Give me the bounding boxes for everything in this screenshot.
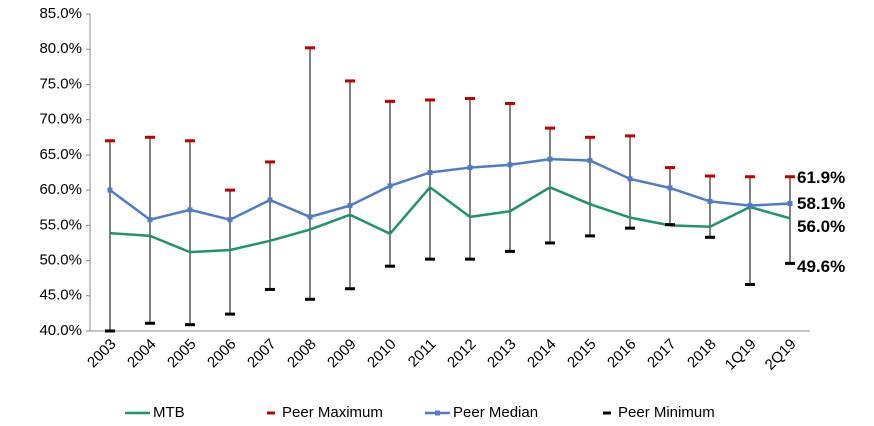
point [307,214,313,220]
point [787,200,793,206]
x-tick-label: 2016 [604,336,640,372]
point [627,176,633,182]
x-tick-label: 2005 [164,336,200,372]
x-tick-label: 2013 [484,336,520,372]
legend-label: Peer Median [453,404,538,421]
x-tick-label: 2Q19 [762,336,800,374]
point [587,158,593,164]
point [387,183,393,189]
series-line [109,185,791,254]
value-label: 61.9% [797,168,845,187]
y-tick-label: 45.0% [39,287,82,304]
x-tick-label: 2008 [284,336,320,372]
x-tick-label: 1Q19 [722,336,760,374]
point [507,162,513,168]
x-tick-label: 2007 [244,336,280,372]
y-tick-label: 60.0% [39,181,82,198]
point [467,165,473,171]
x-tick-label: 2014 [524,336,560,372]
legend-label: MTB [153,404,185,421]
point [187,207,193,213]
point [347,203,353,209]
y-tick-label: 65.0% [39,146,82,163]
point [107,187,113,193]
y-tick-label: 80.0% [39,40,82,57]
y-tick-label: 85.0% [39,5,82,22]
legend-label: Peer Minimum [618,404,715,421]
legend-swatch [435,410,440,416]
x-tick-label: 2010 [364,336,400,372]
x-tick-label: 2018 [684,336,720,372]
point [667,185,673,191]
y-tick-label: 55.0% [39,216,82,233]
x-tick-label: 2009 [324,336,360,372]
value-label: 49.6% [797,257,845,276]
x-tick-label: 2011 [405,336,440,371]
x-tick-label: 2012 [444,336,480,372]
y-tick-label: 75.0% [39,75,82,92]
legend-label: Peer Maximum [282,404,383,421]
y-tick-label: 40.0% [39,322,82,339]
point [707,198,713,204]
y-tick-label: 50.0% [39,252,82,269]
value-label: 56.0% [797,217,845,236]
point [267,197,273,203]
point [147,217,153,223]
x-tick-label: 2017 [644,336,680,372]
point [547,156,553,162]
x-tick-label: 2015 [564,336,600,372]
point [227,217,233,223]
y-tick-label: 70.0% [39,111,82,128]
series-line [109,157,791,222]
x-tick-label: 2004 [124,336,160,372]
value-label: 58.1% [797,194,845,213]
x-tick-label: 2003 [84,336,120,372]
point [747,203,753,209]
x-tick-label: 2006 [204,336,240,372]
point [427,170,433,175]
